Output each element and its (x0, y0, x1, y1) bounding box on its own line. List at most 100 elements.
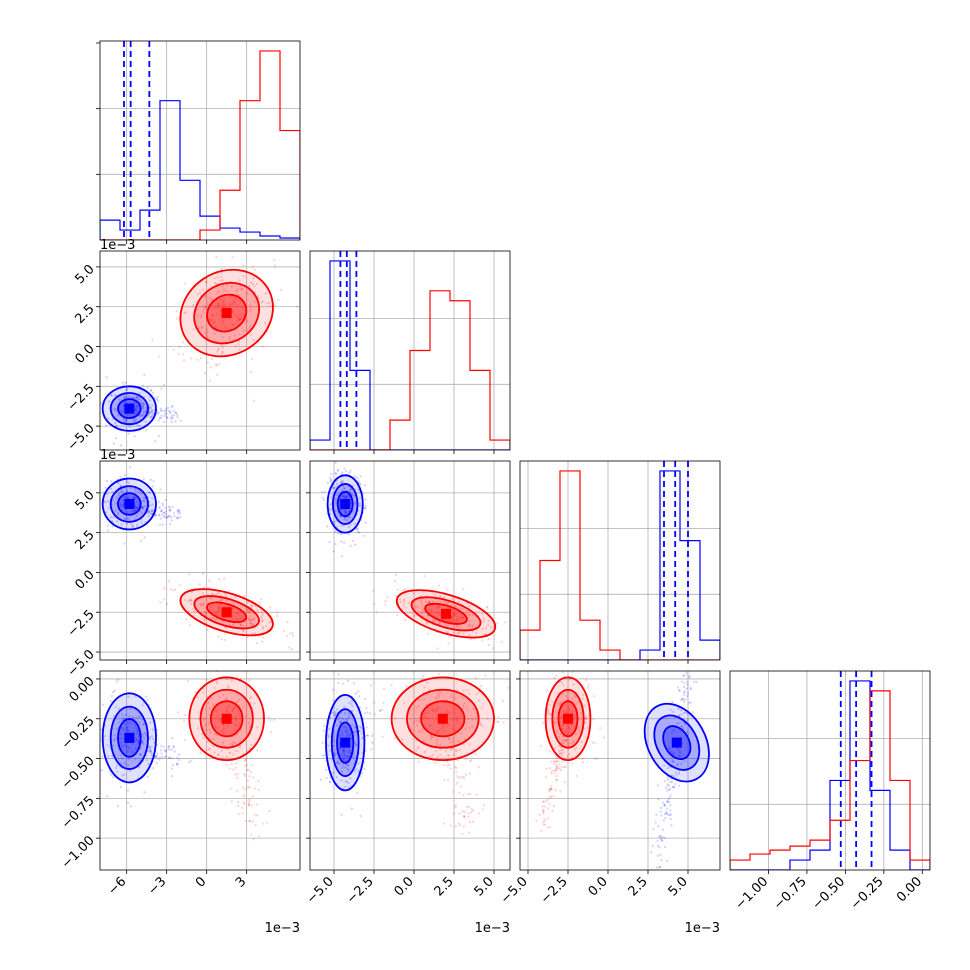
scatter-point (321, 496, 324, 500)
scatter-point (679, 751, 682, 754)
scatter-point (439, 748, 442, 751)
scatter-point (574, 715, 577, 718)
scatter-point (359, 504, 362, 507)
scatter-point (232, 300, 236, 303)
scatter-point (358, 497, 362, 500)
scatter-point (142, 722, 145, 726)
scatter-point (239, 740, 242, 743)
scatter-point (113, 734, 116, 737)
scatter-point (250, 281, 253, 284)
scatter-point (658, 865, 662, 868)
scatter-point (261, 640, 264, 643)
scatter-point (415, 719, 418, 723)
scatter-point (261, 636, 264, 639)
scatter-point (335, 776, 338, 779)
scatter-point (142, 402, 145, 405)
scatter-point (540, 745, 543, 748)
scatter-point (325, 525, 329, 528)
scatter-point (468, 692, 471, 695)
scatter-point (372, 589, 375, 592)
scatter-point (665, 807, 669, 810)
scatter-point (110, 394, 113, 397)
scatter-point (144, 409, 148, 412)
scatter-point (345, 755, 348, 759)
scatter-point (222, 351, 225, 354)
scatter-point (566, 690, 570, 694)
scatter-point (555, 778, 558, 781)
scatter-point (575, 774, 578, 777)
scatter-point (496, 622, 499, 625)
scatter-point (333, 755, 336, 758)
scatter-point (592, 718, 595, 721)
scatter-point (225, 763, 228, 766)
scatter-point (122, 728, 125, 731)
scatter-point (656, 784, 660, 787)
scatter-point (221, 301, 224, 305)
scatter-point (412, 721, 415, 725)
scatter-point (455, 615, 458, 618)
scatter-point (217, 605, 220, 608)
scatter-point (216, 753, 220, 756)
scatter-point (432, 614, 435, 617)
scatter-point (454, 804, 457, 807)
scatter-point (450, 727, 454, 730)
scatter-point (348, 516, 351, 519)
scatter-point (341, 763, 344, 767)
scatter-point (457, 632, 460, 635)
scatter-point (105, 479, 108, 483)
scatter-point (348, 734, 351, 737)
scatter-point (195, 308, 199, 311)
scatter-point (688, 674, 692, 678)
scatter-point (290, 648, 294, 651)
scatter-point (146, 749, 150, 753)
scatter-point (160, 509, 163, 512)
scatter-point (221, 284, 224, 287)
scatter-point (560, 739, 563, 742)
scatter-point (230, 787, 233, 790)
scatter-point (321, 754, 325, 758)
scatter-point (426, 614, 429, 617)
scatter-point (249, 618, 252, 621)
scatter-point (210, 605, 214, 608)
scatter-point (120, 523, 123, 526)
contour-panel-1-0 (96, 250, 301, 454)
scatter-point (562, 727, 565, 730)
histogram-panel-3 (729, 670, 931, 874)
scatter-point (136, 396, 139, 399)
scatter-point (678, 664, 680, 666)
y-offset-label: 1e−3 (100, 448, 135, 463)
scatter-point (159, 409, 162, 412)
scatter-point (234, 766, 238, 769)
scatter-points-0 (319, 673, 382, 818)
scatter-point (345, 764, 348, 767)
scatter-point (120, 726, 123, 729)
scatter-point (422, 717, 425, 720)
scatter-point (129, 721, 133, 724)
scatter-point (200, 314, 203, 317)
scatter-point (236, 713, 240, 716)
scatter-point (165, 602, 169, 606)
scatter-point (177, 517, 180, 520)
scatter-point (474, 752, 477, 755)
scatter-point (678, 749, 681, 752)
scatter-point (439, 595, 442, 598)
scatter-point (236, 709, 239, 712)
scatter-point (682, 726, 685, 730)
scatter-point (396, 614, 399, 617)
scatter-point (95, 700, 97, 702)
scatter-point (419, 595, 422, 598)
scatter-point (209, 731, 212, 734)
scatter-point (666, 776, 669, 779)
scatter-point (679, 709, 683, 712)
scatter-point (684, 723, 687, 726)
scatter-point (343, 705, 346, 709)
scatter-point (384, 603, 387, 606)
scatter-point (340, 717, 344, 720)
scatter-point (559, 732, 562, 736)
scatter-point (148, 411, 151, 415)
scatter-point (231, 302, 234, 306)
scatter-point (405, 606, 408, 609)
scatter-point (209, 597, 213, 600)
scatter-point (459, 785, 463, 788)
scatter-point (148, 399, 151, 402)
